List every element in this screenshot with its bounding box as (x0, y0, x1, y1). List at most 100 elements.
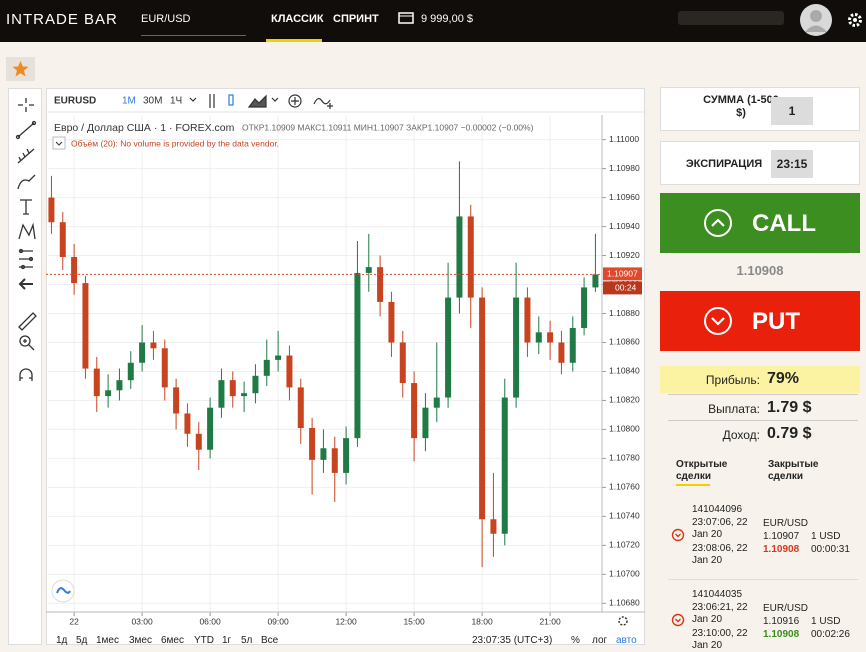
asset-underline (141, 35, 246, 36)
legend-collapse-icon (55, 141, 63, 146)
legend-collapse[interactable] (52, 136, 66, 150)
range-button[interactable]: 5д (76, 635, 88, 646)
chart-settings[interactable] (618, 616, 628, 626)
deal-amount: 1 USD (811, 531, 841, 542)
y-tick-label: 1.10800 (609, 424, 640, 434)
interval-30m[interactable]: 30M (143, 96, 162, 107)
range-button[interactable]: Все (261, 635, 279, 646)
tv-logo[interactable] (51, 579, 75, 603)
ruler-tool[interactable] (18, 312, 37, 331)
candle-body (116, 380, 123, 391)
magnet-tool[interactable] (19, 368, 33, 381)
range-button[interactable]: 5л (241, 635, 253, 646)
indicator-add-icon[interactable] (288, 94, 302, 108)
scale-option[interactable]: % (571, 635, 580, 646)
candle-body (241, 393, 248, 397)
compare-icon[interactable] (209, 94, 215, 108)
candle-body (343, 438, 350, 473)
tv-logo-mark (56, 587, 71, 594)
range-button[interactable]: 1мес (96, 635, 119, 646)
candle-body (127, 362, 134, 381)
style-dropdown[interactable] (271, 97, 279, 102)
fib-tool[interactable] (17, 148, 35, 164)
candle-body (184, 413, 191, 434)
candle-body (377, 267, 384, 302)
deal-icon[interactable] (671, 528, 685, 542)
toolbar-symbol[interactable]: EURUSD (54, 96, 96, 107)
pattern-tool[interactable] (18, 222, 36, 240)
candle-body (422, 407, 429, 439)
candle-body (275, 355, 282, 360)
interval-1m[interactable]: 1M (122, 96, 136, 107)
range-button[interactable]: 1д (56, 635, 68, 646)
tab-sprint[interactable]: СПРИНТ (333, 13, 379, 25)
candle-body (501, 397, 508, 534)
x-tick-label: 15:00 (403, 616, 425, 626)
call-icon (704, 209, 732, 237)
candle-body (365, 267, 372, 273)
amount-input[interactable]: 1 (771, 97, 813, 125)
deal-open-time: 23:07:06, 22 Jan 20 (692, 517, 748, 540)
candle-body (467, 216, 474, 298)
measure-tool[interactable] (18, 248, 34, 270)
candle-body (105, 390, 112, 397)
divider (668, 420, 858, 421)
candle-body (513, 297, 520, 398)
put-button[interactable]: PUT (660, 291, 860, 351)
divider (668, 394, 858, 395)
candle-body (207, 407, 214, 450)
y-tick-label: 1.10940 (609, 221, 640, 231)
payout-label: Выплата: (708, 402, 760, 416)
zoom-tool[interactable] (19, 335, 35, 351)
asset-select[interactable]: EUR/USD (141, 13, 191, 25)
avatar[interactable] (799, 3, 833, 37)
candle-body (93, 368, 100, 397)
crosshair-tool[interactable] (18, 98, 34, 112)
income-value: 0.79 $ (767, 425, 812, 442)
range-button[interactable]: 6мес (161, 635, 184, 646)
expiration-input[interactable]: 23:15 (771, 150, 813, 178)
scale-option[interactable]: лог (592, 635, 608, 646)
area-type-icon[interactable] (247, 94, 267, 108)
call-label: CALL (752, 210, 816, 237)
text-tool[interactable] (20, 199, 32, 215)
divider (668, 579, 858, 580)
brush-tool[interactable] (17, 174, 36, 190)
candle-body (490, 519, 497, 534)
tab-closed-deals[interactable]: Закрытые сделки (768, 459, 819, 482)
alert-icon[interactable] (313, 98, 333, 109)
deal-close-time: 23:08:06, 22 Jan 20 (692, 543, 748, 566)
interval-1h[interactable]: 1Ч (170, 96, 182, 107)
settings-icon[interactable] (847, 12, 863, 28)
range-button[interactable]: 1г (222, 635, 232, 646)
line-tool[interactable] (15, 120, 37, 140)
y-tick-label: 1.10720 (609, 540, 640, 550)
candle-body (388, 301, 395, 343)
scale-option[interactable]: авто (616, 635, 637, 646)
candle-type-icon[interactable] (228, 94, 234, 106)
candle-body (218, 380, 225, 408)
tab-open-deals[interactable]: Открытые сделки (676, 459, 728, 482)
back-tool[interactable] (18, 278, 33, 290)
candle-body (59, 222, 66, 257)
expiration-label: ЭКСПИРАЦИЯ (685, 158, 763, 170)
tab-classic[interactable]: КЛАССИК (271, 13, 324, 25)
x-tick-label: 09:00 (267, 616, 289, 626)
y-tick-label: 1.11000 (609, 134, 639, 144)
y-tick-label: 1.10840 (609, 366, 640, 376)
range-button[interactable]: 3мес (129, 635, 152, 646)
profit-value: 79% (767, 370, 800, 387)
deal-icon[interactable] (671, 613, 685, 627)
range-button[interactable]: YTD (194, 635, 214, 646)
top-bar: INTRADE BAR EUR/USD КЛАССИК СПРИНТ 9 999… (0, 0, 866, 42)
tool-icons (15, 98, 37, 381)
candle-body (479, 297, 486, 520)
call-button[interactable]: CALL (660, 193, 860, 253)
interval-dropdown[interactable] (189, 97, 197, 102)
amount-label: СУММА (1-500 $) (703, 94, 779, 119)
x-tick-label: 12:00 (335, 616, 357, 626)
favorite-button[interactable] (6, 57, 35, 81)
chart-title: Евро / Доллар США · 1 · FOREX.com (54, 122, 235, 134)
deal-time-left: 00:02:26 (811, 629, 850, 640)
logo[interactable]: INTRADE BAR (6, 11, 118, 28)
